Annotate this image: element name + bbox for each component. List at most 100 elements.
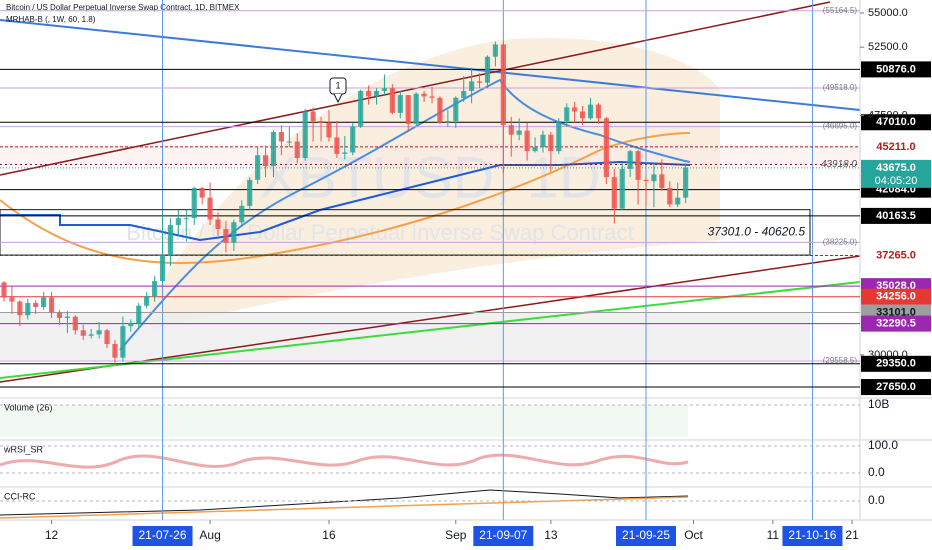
level-label: 50876.0: [876, 63, 916, 75]
y-tick-label: 30000.0: [868, 349, 908, 361]
small-level-label: (46695.0): [823, 122, 858, 131]
candle-body: [500, 44, 506, 126]
cloud-band: [150, 38, 720, 330]
candle-body: [516, 130, 522, 135]
trendline: [0, 281, 861, 379]
candle-body: [437, 97, 443, 123]
cci-signal: [0, 496, 689, 519]
candle-body: [595, 104, 602, 119]
y-tick-label: 47500.0: [868, 109, 908, 121]
cursor-date-label: 21-10-16: [788, 528, 836, 542]
candle-body: [17, 301, 23, 316]
candle-body: [231, 222, 237, 243]
candle-body: [381, 88, 388, 91]
level-box: [861, 379, 931, 396]
x-tick-label: 11: [767, 528, 780, 542]
candle-body: [683, 167, 689, 198]
candle-body: [25, 302, 31, 316]
trendline: [0, 1, 831, 176]
x-tick-label: Aug: [199, 528, 220, 542]
candle-body: [159, 255, 166, 282]
candle-body: [270, 131, 277, 167]
candle-body: [635, 151, 641, 180]
level-box: [861, 207, 931, 224]
candle-body: [469, 81, 475, 91]
candle-body: [564, 107, 570, 122]
candle-body: [587, 104, 594, 119]
marker-label: 1: [335, 80, 340, 90]
candle-body: [540, 134, 546, 148]
candle-body: [532, 147, 538, 152]
moving-average: [119, 78, 691, 351]
candle-body: [484, 56, 491, 83]
cursor-date-box: [616, 526, 676, 546]
candle-body: [508, 125, 514, 135]
candle-body: [659, 174, 665, 189]
candle-body: [492, 44, 499, 57]
x-tick-label: Sep: [445, 528, 467, 542]
level-label: 33101.0: [876, 306, 916, 318]
candle-body: [175, 218, 181, 225]
candle-body: [9, 297, 15, 302]
level-box: [861, 288, 931, 305]
pane-title: CCI-RC: [4, 491, 36, 501]
candle-body: [365, 90, 372, 97]
watermark-sub: Bitcoin / US Dollar Perpetual Inverse Sw…: [126, 220, 633, 245]
candle-body: [342, 152, 348, 154]
watermark: XBTUSD, 1D: [259, 145, 601, 210]
candle-body: [239, 205, 245, 223]
candle-body: [144, 296, 150, 306]
candle-body: [191, 188, 197, 219]
pane-tick-label: 0.0: [868, 465, 885, 479]
pane-tick-label: 0.0: [868, 493, 885, 507]
level-label: 47010.0: [876, 116, 916, 128]
candle-body: [88, 334, 94, 336]
candle-body: [524, 130, 530, 152]
candle-body: [151, 281, 158, 297]
cursor-date-box: [473, 526, 534, 546]
candle-body: [96, 330, 102, 335]
indicator-label: MRHAB-B (, 1W, 60, 1.8): [6, 15, 96, 24]
last-price-box: [861, 159, 931, 188]
candle-body: [278, 131, 285, 142]
candle-body: [199, 188, 205, 198]
pane-tick-label: 100.0: [868, 438, 898, 452]
candle-body: [397, 95, 403, 113]
small-level-label: (55164.5): [823, 6, 858, 15]
candle-body: [461, 90, 467, 98]
candle-body: [104, 330, 110, 344]
y-tick-label: 52500.0: [868, 41, 908, 53]
cci-line: [0, 489, 689, 516]
candle-body: [326, 122, 332, 138]
candle-body: [556, 121, 562, 152]
level-label: 29350.0: [876, 358, 916, 370]
candle-body: [255, 155, 261, 180]
candle-body: [619, 168, 625, 209]
candle-body: [405, 95, 411, 124]
last-price-label: 43675.0: [876, 162, 916, 174]
candle-body: [183, 218, 189, 220]
small-level-label: (49518.0): [823, 83, 858, 92]
candle-body: [294, 141, 300, 158]
candle-body: [41, 297, 47, 308]
level-box: [861, 61, 931, 78]
level-box: [861, 114, 931, 131]
candle-body: [128, 323, 134, 327]
candle-body: [112, 343, 118, 358]
cursor-date-label: 21-09-07: [479, 528, 527, 542]
candle-body: [48, 297, 55, 313]
candle-body: [310, 111, 316, 122]
candle-body: [453, 97, 459, 122]
candle-body: [358, 90, 364, 127]
candle-body: [318, 121, 324, 123]
candle-body: [627, 151, 633, 169]
level-box: [861, 247, 931, 264]
small-level-label: (29558.5): [823, 356, 858, 365]
candle-body: [413, 93, 419, 124]
candle-body: [548, 134, 554, 152]
candle-body: [72, 316, 78, 331]
x-tick-label: 21: [845, 528, 859, 542]
candle-body: [223, 229, 229, 243]
candle-body: [572, 107, 578, 112]
